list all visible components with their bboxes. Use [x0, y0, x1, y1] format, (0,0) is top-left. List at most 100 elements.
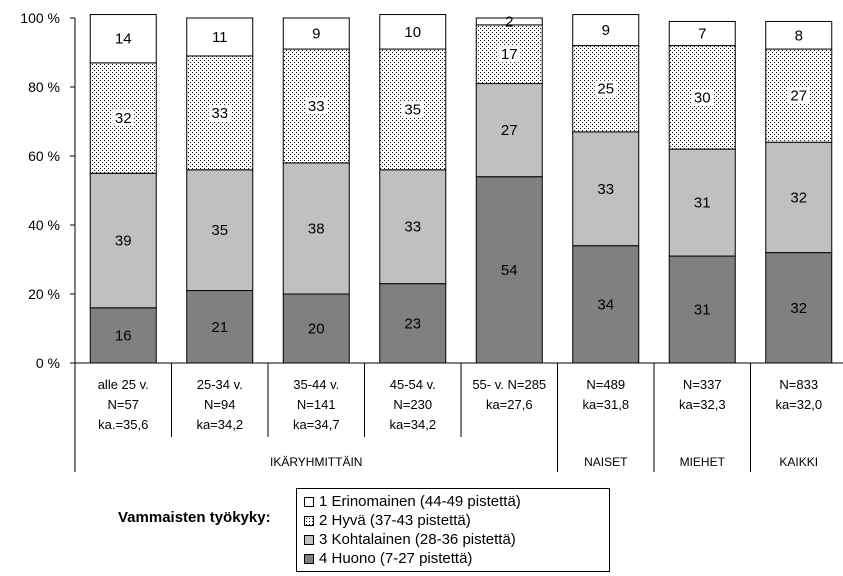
data-label: 20	[308, 321, 325, 338]
category-label: N=57	[108, 397, 139, 412]
category-label: ka=32,0	[775, 397, 822, 412]
legend-swatch	[304, 553, 314, 564]
bar-segment	[475, 17, 543, 26]
category-label: ka=34,2	[389, 417, 436, 432]
y-tick-label: 80 %	[28, 79, 60, 95]
data-label: 27	[501, 122, 518, 139]
category-label: 25-34 v.	[197, 377, 243, 392]
bar-segment	[572, 14, 640, 47]
data-label: 7	[698, 26, 706, 43]
data-label: 8	[795, 27, 803, 44]
bar-segment	[765, 141, 833, 254]
legend-label: 4 Huono (7-27 pistettä)	[319, 550, 473, 567]
category-label: N=833	[779, 377, 818, 392]
bar-segment	[282, 162, 350, 295]
bar-segment	[668, 148, 736, 257]
bar-segment	[186, 17, 254, 57]
category-label: N=141	[297, 397, 336, 412]
data-label: 32	[115, 110, 132, 127]
group-label: MIEHET	[680, 455, 726, 469]
data-label: 2	[505, 13, 513, 30]
data-label: 11	[212, 29, 228, 46]
bar-segment	[186, 169, 254, 292]
bar-segment	[89, 172, 157, 309]
stacked-bar-chart: 0 % 20 % 40 % 60 % 80 % 100 % 16 39 32 14 21 35 33 11…	[20, 10, 843, 472]
legend-swatch	[304, 534, 314, 545]
data-label: 9	[602, 22, 610, 39]
data-label: 9	[312, 26, 320, 43]
data-label: 39	[115, 233, 132, 250]
data-label: 38	[308, 220, 325, 237]
data-label-bg	[112, 110, 135, 127]
bar-segment	[379, 14, 447, 50]
data-label: 16	[115, 327, 132, 344]
data-label: 32	[790, 300, 807, 317]
data-label: 10	[404, 24, 421, 41]
data-label: 33	[404, 219, 421, 236]
category-label: ka=34,2	[196, 417, 243, 432]
legend-item: 1 Erinomainen (44-49 pistettä)	[304, 492, 609, 511]
legend-swatch	[304, 515, 314, 526]
data-label: 27	[790, 88, 807, 105]
bar-segment	[282, 293, 350, 364]
data-label-bg	[594, 80, 617, 97]
data-label-bg	[498, 46, 521, 63]
legend-label: 2 Hyvä (37-43 pistettä)	[319, 512, 471, 529]
category-label: 55- v. N=285	[472, 377, 546, 392]
y-tick-label: 20 %	[28, 286, 60, 302]
category-label: N=94	[204, 397, 235, 412]
category-label: ka=32,3	[679, 397, 726, 412]
bar-segment	[475, 83, 543, 178]
bar-segment	[572, 131, 640, 247]
plot-area: 0 % 20 % 40 % 60 % 80 % 100 % 16 39 32 14 21 35 33 11…	[20, 10, 843, 472]
data-label: 31	[694, 195, 711, 212]
data-label: 35	[211, 222, 228, 239]
category-label: N=337	[683, 377, 722, 392]
category-label: N=230	[393, 397, 432, 412]
data-label: 23	[404, 315, 421, 332]
legend-label: 3 Kohtalainen (28-36 pistettä)	[319, 531, 516, 548]
category-label: 45-54 v.	[390, 377, 436, 392]
y-tick-label: 60 %	[28, 148, 60, 164]
legend-title: Vammaisten työkyky:	[118, 509, 271, 526]
data-label: 35	[404, 101, 421, 118]
group-label: NAISET	[584, 455, 628, 469]
data-label: 34	[597, 296, 614, 313]
y-tick-label: 0 %	[36, 355, 60, 371]
legend-item: 2 Hyvä (37-43 pistettä)	[304, 511, 609, 530]
legend-item: 4 Huono (7-27 pistettä)	[304, 549, 609, 568]
data-label: 30	[694, 89, 711, 106]
bar-segment	[89, 14, 157, 64]
bar-segment	[282, 17, 350, 50]
data-label-bg	[401, 101, 424, 118]
bar-segment	[765, 252, 833, 364]
category-label: ka.=35,6	[98, 417, 148, 432]
category-label: alle 25 v.	[98, 377, 149, 392]
legend-label: 1 Erinomainen (44-49 pistettä)	[319, 493, 521, 510]
bar-segment	[379, 169, 447, 285]
data-label: 33	[308, 98, 325, 115]
category-label: 35-44 v.	[293, 377, 339, 392]
legend: 1 Erinomainen (44-49 pistettä) 2 Hyvä (37…	[296, 488, 610, 572]
group-label: KAIKKI	[779, 455, 818, 469]
category-label: ka=34,7	[293, 417, 340, 432]
bar-segment	[668, 20, 736, 47]
data-label: 31	[694, 302, 711, 319]
data-label: 33	[597, 181, 614, 198]
data-label: 25	[597, 81, 614, 98]
data-label-bg	[208, 104, 231, 121]
y-tick-label: 40 %	[28, 217, 60, 233]
data-label: 54	[501, 262, 518, 279]
bar-segment	[765, 48, 833, 143]
category-label: N=489	[586, 377, 625, 392]
bar-segment	[475, 176, 543, 364]
data-label: 32	[790, 189, 807, 206]
data-label: 17	[501, 46, 518, 63]
category-label: ka=31,8	[582, 397, 629, 412]
data-label-bg	[691, 89, 714, 106]
category-label: ka=27,6	[486, 397, 533, 412]
data-label-bg	[305, 97, 328, 114]
legend-item: 3 Kohtalainen (28-36 pistettä)	[304, 530, 609, 549]
data-label: 33	[211, 105, 228, 122]
legend-swatch	[304, 496, 314, 507]
